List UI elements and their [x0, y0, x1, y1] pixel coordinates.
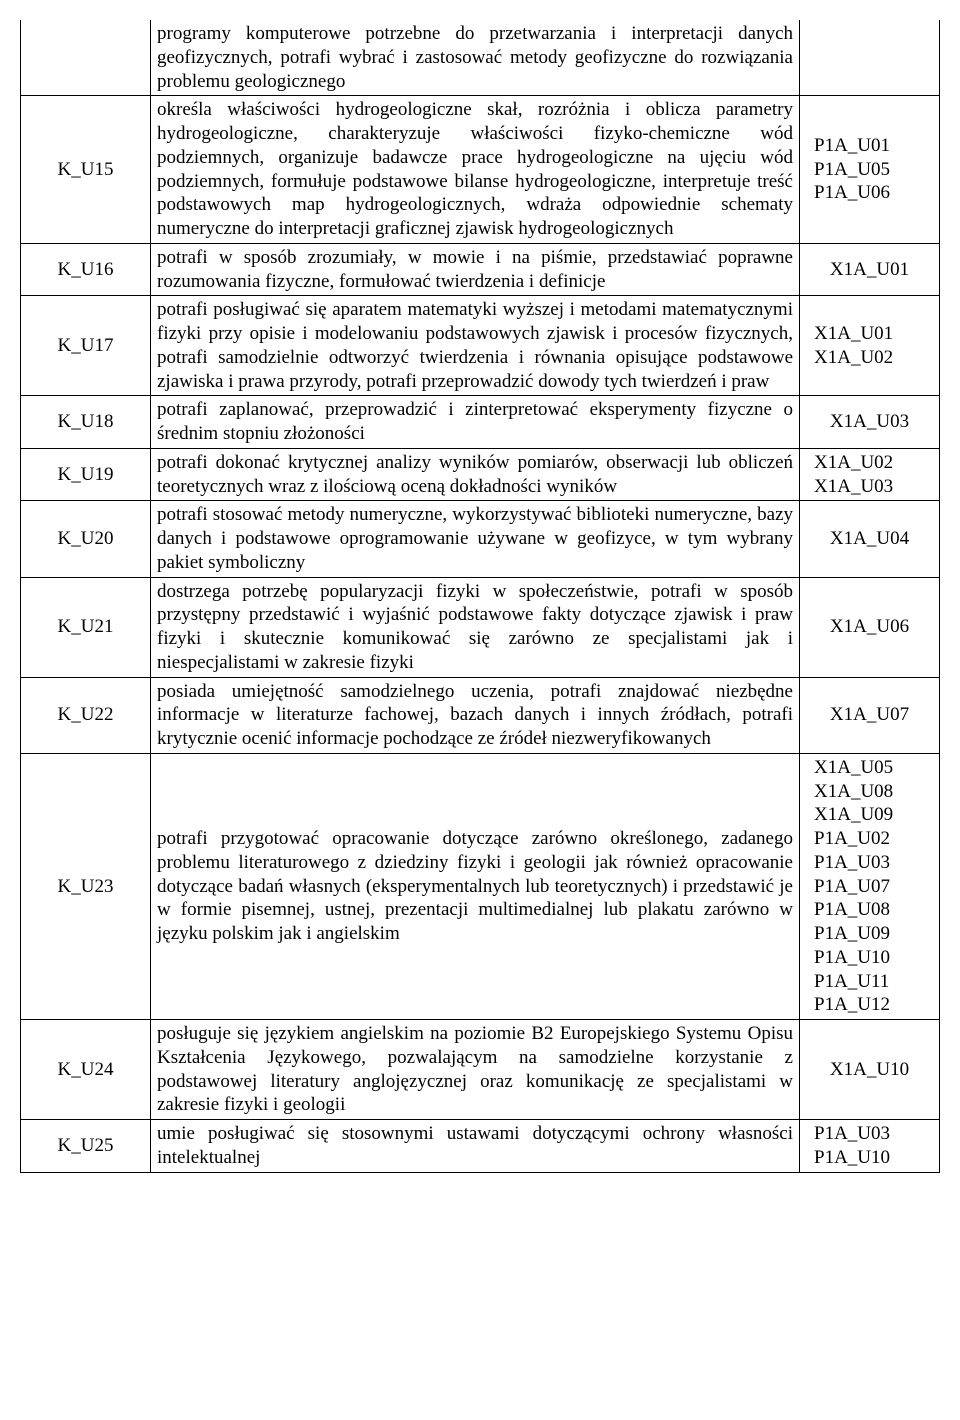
- outcome-code: K_U16: [21, 243, 151, 296]
- outcome-references: X1A_U03: [800, 396, 940, 449]
- reference-code: X1A_U08: [814, 780, 933, 804]
- reference-code: P1A_U11: [814, 970, 933, 994]
- table-row: K_U16potrafi w sposób zrozumiały, w mowi…: [21, 243, 940, 296]
- outcome-description: potrafi przygotować opracowanie dotycząc…: [151, 753, 800, 1019]
- outcome-references: X1A_U06: [800, 577, 940, 677]
- reference-code: X1A_U01: [806, 258, 933, 282]
- outcome-code: K_U19: [21, 448, 151, 501]
- reference-code: X1A_U04: [806, 527, 933, 551]
- table-row: programy komputerowe potrzebne do przetw…: [21, 20, 940, 96]
- reference-code: X1A_U03: [814, 475, 933, 499]
- outcome-references: X1A_U05X1A_U08X1A_U09P1A_U02P1A_U03P1A_U…: [800, 753, 940, 1019]
- table-row: K_U21dostrzega potrzebę popularyzacji fi…: [21, 577, 940, 677]
- outcome-references: X1A_U10: [800, 1020, 940, 1120]
- outcome-description: umie posługiwać się stosownymi ustawami …: [151, 1120, 800, 1173]
- reference-code: P1A_U03: [814, 1122, 933, 1146]
- reference-code: P1A_U08: [814, 898, 933, 922]
- reference-code: P1A_U10: [814, 1146, 933, 1170]
- outcome-code: K_U21: [21, 577, 151, 677]
- reference-code: P1A_U07: [814, 875, 933, 899]
- outcome-description: określa właściwości hydrogeologiczne ska…: [151, 96, 800, 244]
- reference-code: P1A_U03: [814, 851, 933, 875]
- outcome-references: [800, 20, 940, 96]
- outcome-references: P1A_U03P1A_U10: [800, 1120, 940, 1173]
- outcome-code: K_U17: [21, 296, 151, 396]
- outcome-code: K_U23: [21, 753, 151, 1019]
- reference-code: X1A_U09: [814, 803, 933, 827]
- reference-code: P1A_U02: [814, 827, 933, 851]
- outcome-description: potrafi dokonać krytycznej analizy wynik…: [151, 448, 800, 501]
- outcome-references: X1A_U01X1A_U02: [800, 296, 940, 396]
- reference-code: P1A_U05: [814, 158, 933, 182]
- reference-code: X1A_U02: [814, 451, 933, 475]
- outcome-references: X1A_U01: [800, 243, 940, 296]
- table-row: K_U23potrafi przygotować opracowanie dot…: [21, 753, 940, 1019]
- reference-code: P1A_U09: [814, 922, 933, 946]
- outcome-code: K_U25: [21, 1120, 151, 1173]
- table-row: K_U19potrafi dokonać krytycznej analizy …: [21, 448, 940, 501]
- reference-code: X1A_U03: [806, 410, 933, 434]
- reference-code: P1A_U06: [814, 181, 933, 205]
- reference-code: P1A_U10: [814, 946, 933, 970]
- outcome-references: X1A_U04: [800, 501, 940, 577]
- outcome-description: potrafi w sposób zrozumiały, w mowie i n…: [151, 243, 800, 296]
- outcome-description: posługuje się językiem angielskim na poz…: [151, 1020, 800, 1120]
- outcome-description: potrafi stosować metody numeryczne, wyko…: [151, 501, 800, 577]
- reference-code: X1A_U06: [806, 615, 933, 639]
- reference-code: X1A_U02: [814, 346, 933, 370]
- outcome-code: K_U22: [21, 677, 151, 753]
- reference-code: X1A_U01: [814, 322, 933, 346]
- table-row: K_U25umie posługiwać się stosownymi usta…: [21, 1120, 940, 1173]
- outcome-description: posiada umiejętność samodzielnego uczeni…: [151, 677, 800, 753]
- outcome-description: potrafi zaplanować, przeprowadzić i zint…: [151, 396, 800, 449]
- table-row: K_U24posługuje się językiem angielskim n…: [21, 1020, 940, 1120]
- table-row: K_U17potrafi posługiwać się aparatem mat…: [21, 296, 940, 396]
- reference-code: X1A_U07: [806, 703, 933, 727]
- outcome-code: K_U24: [21, 1020, 151, 1120]
- table-row: K_U15określa właściwości hydrogeologiczn…: [21, 96, 940, 244]
- table-row: K_U18potrafi zaplanować, przeprowadzić i…: [21, 396, 940, 449]
- outcome-references: P1A_U01P1A_U05P1A_U06: [800, 96, 940, 244]
- outcome-references: X1A_U07: [800, 677, 940, 753]
- outcome-description: programy komputerowe potrzebne do przetw…: [151, 20, 800, 96]
- table-row: K_U22posiada umiejętność samodzielnego u…: [21, 677, 940, 753]
- outcome-code: [21, 20, 151, 96]
- outcome-code: K_U15: [21, 96, 151, 244]
- reference-code: P1A_U12: [814, 993, 933, 1017]
- reference-code: P1A_U01: [814, 134, 933, 158]
- reference-code: X1A_U10: [806, 1058, 933, 1082]
- reference-code: X1A_U05: [814, 756, 933, 780]
- outcome-description: potrafi posługiwać się aparatem matematy…: [151, 296, 800, 396]
- outcomes-table: programy komputerowe potrzebne do przetw…: [20, 20, 940, 1173]
- outcome-code: K_U20: [21, 501, 151, 577]
- outcome-references: X1A_U02X1A_U03: [800, 448, 940, 501]
- table-row: K_U20potrafi stosować metody numeryczne,…: [21, 501, 940, 577]
- outcome-description: dostrzega potrzebę popularyzacji fizyki …: [151, 577, 800, 677]
- outcome-code: K_U18: [21, 396, 151, 449]
